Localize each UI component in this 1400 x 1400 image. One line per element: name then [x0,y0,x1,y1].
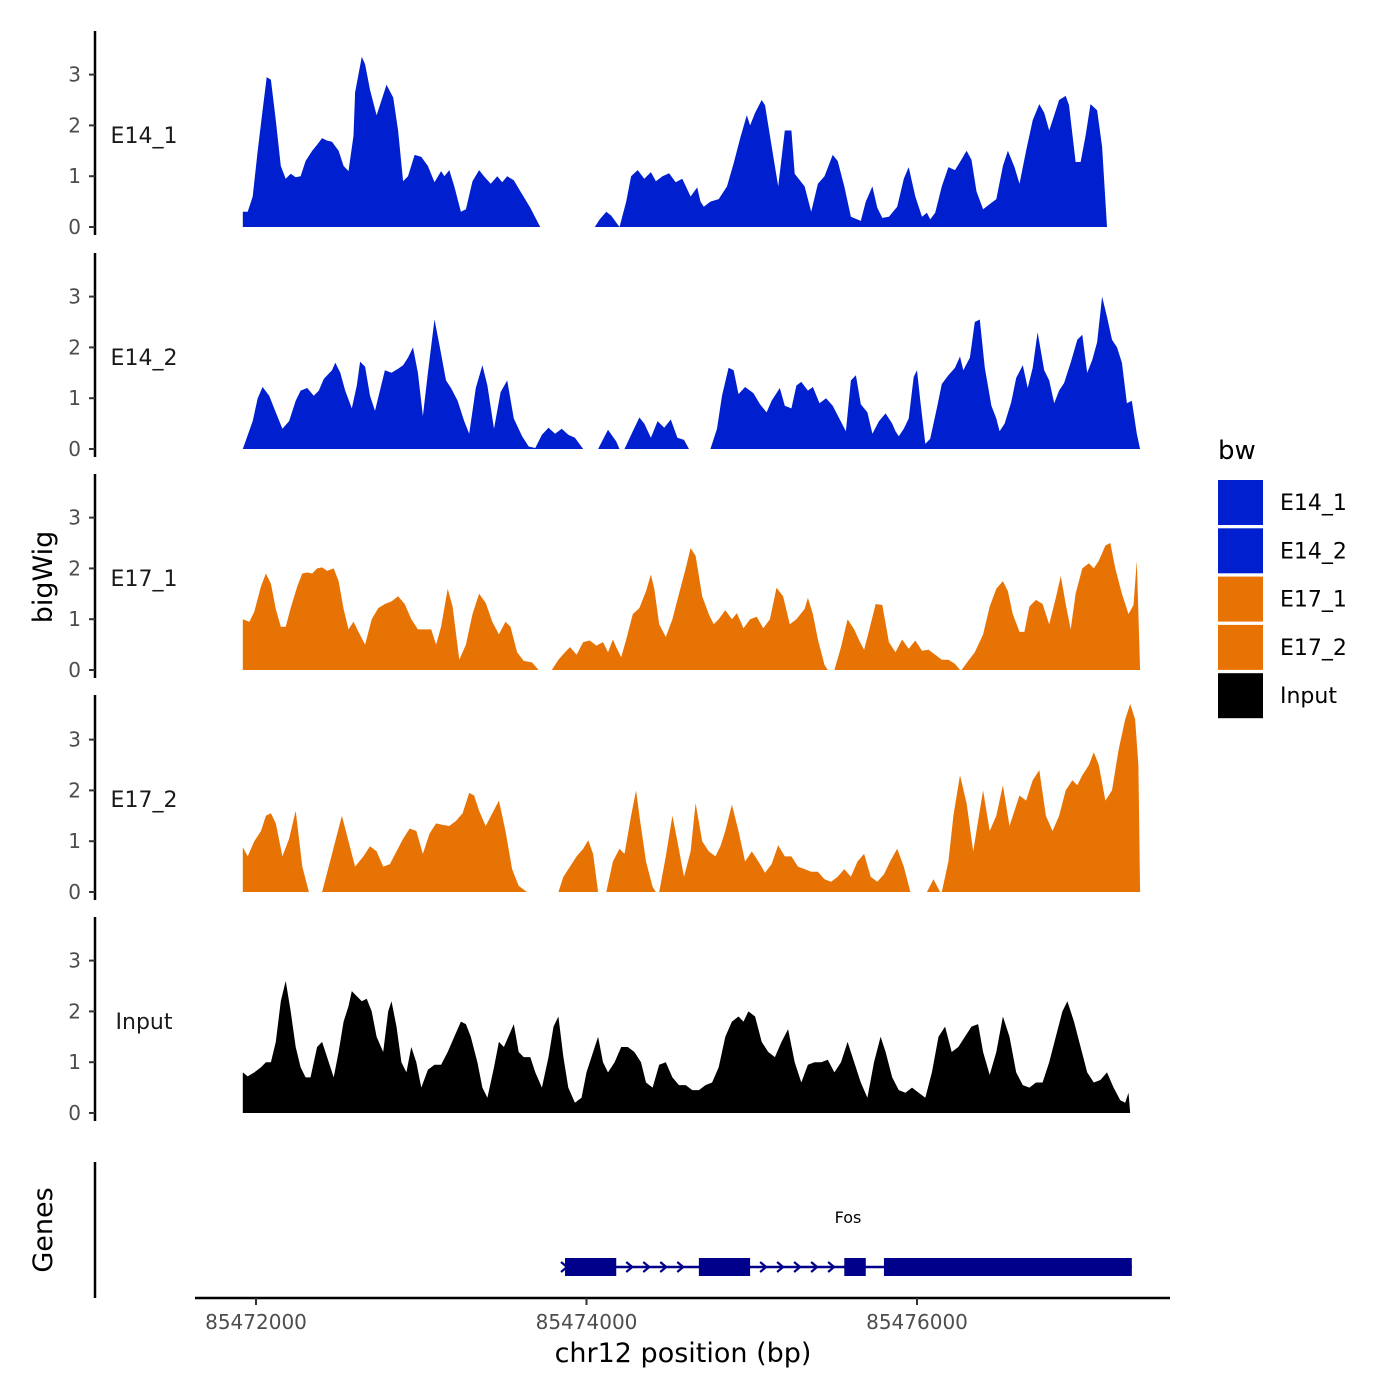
track-e14-2: 0 1 2 3 E14_2 [68,253,1141,461]
track-label: E14_2 [111,346,178,371]
strand-arrow [776,1261,785,1273]
legend-label: E17_1 [1280,588,1347,613]
y-tick-label: 1 [68,829,81,853]
gene-exon [565,1258,617,1276]
genes-panel: Fos [93,1162,1132,1298]
strand-arrow [676,1261,685,1273]
y-tick-label: 0 [68,1101,81,1125]
signal-area-e17-1 [834,604,960,670]
signal-area-e14-2 [710,296,1141,449]
track-label: E17_1 [111,567,178,592]
legend-swatch [1218,624,1263,670]
track-label: E17_2 [111,788,178,813]
signal-area-e14-1 [242,56,541,227]
track-label: Input [116,1010,173,1035]
y-tick-label: 3 [68,728,81,752]
y-tick-label: 0 [68,437,81,461]
strand-arrow [759,1261,768,1273]
signal-area-e17-2 [926,879,941,892]
y-tick-label: 2 [68,999,81,1023]
signal-area-e17-2 [606,790,656,892]
track-e14-1: 0 1 2 3 E14_1 [68,31,1107,239]
y-tick-label: 2 [68,778,81,802]
track-label: E14_1 [111,124,178,149]
x-tick-label: 85472000 [205,1310,307,1334]
legend: bw E14_1 E14_2 E17_1 E17_2 Input [1218,436,1347,719]
signal-area-e14-2 [242,319,584,449]
signal-area-e17-2 [659,803,911,892]
gene-exon [698,1258,751,1276]
y-tick-label: 1 [68,164,81,188]
strand-arrow [659,1261,668,1273]
y-tick-label: 2 [68,556,81,580]
y-tick-label: 3 [68,949,81,973]
y-tick-label: 3 [68,506,81,530]
gene-name-label: Fos [835,1208,862,1227]
y-tick-label: 0 [68,658,81,682]
strand-arrow [793,1261,802,1273]
signal-area-e17-2 [322,792,527,892]
legend-swatch [1218,673,1263,719]
legend-label: E14_1 [1280,491,1347,516]
signal-area-e17-1 [961,543,1141,670]
signal-area-e14-1 [619,95,1107,228]
gene-exon [844,1258,866,1276]
x-axis-title: chr12 position (bp) [555,1338,812,1369]
signal-area-e17-2 [941,704,1141,892]
legend-title: bw [1218,436,1256,466]
signal-area-e17-1 [242,567,539,670]
legend-swatch [1218,576,1263,622]
legend-label: Input [1280,684,1337,709]
track-input: 0 1 2 3 Input [68,917,1131,1125]
gene-exon [883,1258,1132,1276]
signal-area-e17-2 [558,840,599,892]
legend-label: E17_2 [1280,636,1347,661]
track-e17-2: 0 1 2 3 E17_2 [68,695,1141,904]
y-tick-label: 1 [68,386,81,410]
signal-area-e17-1 [551,548,828,670]
y-tick-label: 3 [68,63,81,87]
y-tick-label: 0 [68,880,81,904]
signal-area-e14-2 [598,429,620,449]
y-tick-label: 2 [68,113,81,137]
x-tick-label: 85474000 [536,1310,638,1334]
legend-label: E14_2 [1280,539,1347,564]
signal-tracks: 0 1 2 3 E14_1 0 1 2 3 E14_2 0 1 2 3 E17_1 0 1 2 3 E17_2 0 1 2 3… [68,31,1141,1125]
signal-area-e14-1 [594,211,620,227]
strand-arrow [642,1261,651,1273]
signal-area-e14-2 [624,417,689,449]
track-e17-1: 0 1 2 3 E17_1 [68,474,1141,682]
legend-swatch [1218,528,1263,574]
x-axis: 85472000 85474000 85476000 [195,1296,1170,1334]
y-tick-label: 1 [68,1050,81,1074]
signal-area-e17-2 [242,810,309,892]
strand-arrow [827,1261,836,1273]
strand-arrow [625,1261,634,1273]
gene-model [560,1258,1132,1276]
signal-area-input [242,980,1131,1113]
legend-swatch [1218,480,1263,525]
y-tick-label: 1 [68,607,81,631]
genes-axis-title: Genes [28,1187,59,1272]
y-axis-title: bigWig [28,531,59,624]
x-tick-label: 85476000 [866,1310,968,1334]
strand-arrow [810,1261,819,1273]
y-tick-label: 3 [68,285,81,309]
y-tick-label: 2 [68,335,81,359]
y-tick-label: 0 [68,215,81,239]
